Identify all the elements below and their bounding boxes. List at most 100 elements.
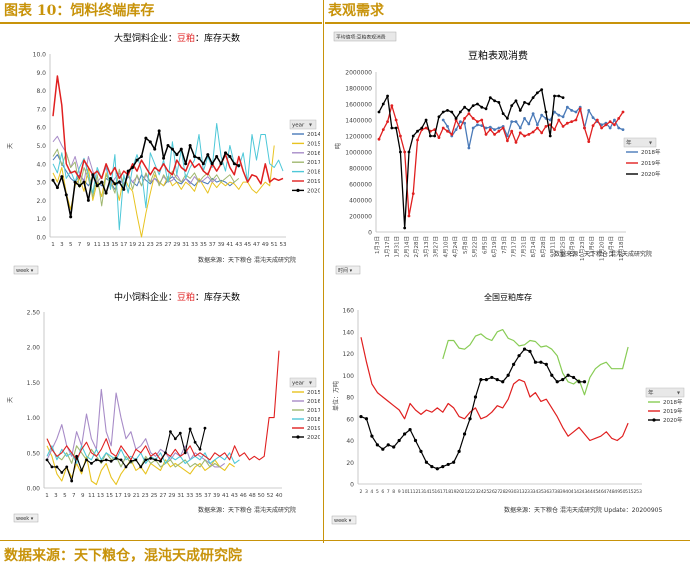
chart-update-note: Update：20200905 bbox=[604, 507, 662, 514]
x-tick-label: 29 bbox=[168, 493, 175, 499]
x-tick-label: 7月17日 bbox=[511, 236, 518, 258]
chart-soymeal-apparent-consumption: 豆粕表观消费 0 200000 400000 600000 800000 1000000 12… bbox=[328, 28, 686, 278]
series-2020-point bbox=[193, 440, 197, 444]
x-tick-label: 49 bbox=[614, 489, 620, 495]
x-tick-label: 51 bbox=[271, 242, 278, 248]
series-2019-point bbox=[518, 131, 522, 135]
series-2020-point bbox=[237, 164, 241, 168]
series-2020-point bbox=[170, 147, 174, 151]
series-2020-point bbox=[539, 360, 543, 364]
x-tick-label: 37 bbox=[549, 489, 555, 495]
small-feed-svg: 中小饲料企业：豆粕：库存天数 0.00 0.50 1.00 1.50 2.00 2.50 天 1… bbox=[7, 291, 320, 523]
series-2019-point bbox=[501, 126, 505, 130]
y-tick-label: 160 bbox=[343, 308, 355, 315]
small-feed-title: 中小饲料企业：豆粕：库存天数 bbox=[114, 291, 240, 303]
series-2020-point bbox=[149, 457, 153, 460]
series-2019-point bbox=[540, 131, 544, 135]
series-2020-point bbox=[179, 147, 183, 151]
x-tick-label: 20 bbox=[456, 489, 462, 495]
series-2020-point bbox=[50, 465, 54, 469]
series-2020-point bbox=[109, 176, 112, 180]
y-axis-label: 天 bbox=[7, 397, 14, 403]
x-tick-label: 52 bbox=[267, 493, 274, 499]
series-2019-point bbox=[514, 141, 518, 144]
x-tick-label: 4 bbox=[370, 489, 373, 495]
series-2020-point bbox=[104, 458, 108, 462]
series-2018-point bbox=[553, 110, 556, 114]
series-2018-point bbox=[493, 128, 496, 131]
series-2020-point bbox=[550, 373, 554, 377]
series-2018-point bbox=[471, 126, 475, 130]
series-2020-point bbox=[424, 118, 428, 122]
x-tick-label: 48 bbox=[249, 493, 256, 499]
series-2020-point bbox=[528, 349, 532, 353]
legend-label: 2018 bbox=[307, 417, 320, 423]
series-2020-point bbox=[506, 117, 509, 120]
y-axis-label: 吨 bbox=[334, 143, 342, 149]
x-tick-label: 3 bbox=[54, 493, 58, 499]
y-tick-label: 10.0 bbox=[33, 52, 47, 59]
series-2020-point bbox=[553, 94, 556, 98]
series-2015-line bbox=[52, 145, 275, 238]
series-2018-point bbox=[518, 126, 522, 130]
series-2020-point bbox=[517, 354, 521, 358]
value-field-button-label: 平均值项:豆粕表观消费 bbox=[336, 34, 386, 41]
x-tick-label: 13 bbox=[418, 489, 424, 495]
apparent-consumption-svg: 豆粕表观消费 0 200000 400000 600000 800000 1000000 12… bbox=[333, 31, 661, 275]
legend-label: 2018年 bbox=[641, 148, 661, 156]
chart-small-feed-inventory-days: 中小饲料企业：豆粕：库存天数 0.00 0.50 1.00 1.50 2.00 2.50 天 1… bbox=[2, 288, 320, 528]
series-2017-line bbox=[46, 438, 221, 468]
series-2020-point bbox=[433, 134, 437, 138]
x-tick-label: 11 bbox=[88, 493, 95, 499]
series-2018-point bbox=[574, 110, 578, 114]
x-tick-label: 28 bbox=[500, 489, 506, 495]
x-tick-label: 39 bbox=[213, 493, 220, 499]
series-2020-point bbox=[467, 109, 471, 112]
series-2020-point bbox=[188, 427, 192, 431]
x-tick-label: 21 bbox=[462, 489, 468, 495]
series-2019-point bbox=[488, 128, 492, 131]
y-tick-label: 600000 bbox=[349, 182, 372, 189]
series-2019-point bbox=[608, 120, 612, 123]
x-tick-label: 47 bbox=[603, 489, 609, 495]
series-2018-point bbox=[591, 116, 595, 119]
x-tick-label: 16 bbox=[434, 489, 440, 495]
series-2018-point bbox=[608, 126, 612, 130]
series-2020-point bbox=[403, 226, 407, 230]
column-divider bbox=[323, 0, 324, 543]
series-2018-point bbox=[510, 120, 514, 123]
series-2020-point bbox=[468, 417, 472, 421]
x-tick-label: 2 bbox=[360, 489, 363, 495]
series-2020-point bbox=[144, 136, 148, 140]
y-tick-label: 3.0 bbox=[36, 180, 46, 187]
series-2020-point bbox=[73, 180, 77, 184]
x-tick-label: 3 bbox=[365, 489, 368, 495]
series-2020-point bbox=[198, 447, 202, 451]
series-2020-point bbox=[484, 107, 488, 111]
series-2020-point bbox=[370, 434, 374, 438]
x-field-dropdown-label: week ▾ bbox=[16, 516, 34, 522]
series-2020-point bbox=[164, 451, 167, 455]
series-2020-point bbox=[561, 378, 565, 382]
x-tick-label: 15 bbox=[106, 493, 113, 499]
y-tick-label: 9.0 bbox=[36, 70, 46, 77]
series-2020-point bbox=[65, 465, 69, 469]
series-2018-point bbox=[488, 125, 492, 129]
series-2020-point bbox=[476, 102, 479, 106]
footer-source: 数据来源：天下粮仓，混沌天成研究院 bbox=[4, 548, 242, 564]
series-2020-point bbox=[430, 465, 434, 469]
series-2020-point bbox=[390, 126, 394, 130]
series-2020-point bbox=[193, 154, 197, 158]
x-tick-label: 13 bbox=[97, 493, 104, 499]
x-tick-label: 31 bbox=[516, 489, 522, 495]
legend-marker bbox=[296, 188, 300, 192]
x-tick-label: 38 bbox=[554, 489, 560, 495]
series-2020-point bbox=[228, 154, 232, 158]
series-2019-point bbox=[497, 129, 501, 133]
series-2020-point bbox=[479, 378, 483, 382]
series-2020-point bbox=[531, 96, 535, 99]
series-2020-point bbox=[148, 140, 152, 144]
series-2019-point bbox=[531, 130, 535, 134]
series-2020-point bbox=[359, 414, 363, 419]
x-tick-label: 10月23日 bbox=[579, 236, 586, 261]
